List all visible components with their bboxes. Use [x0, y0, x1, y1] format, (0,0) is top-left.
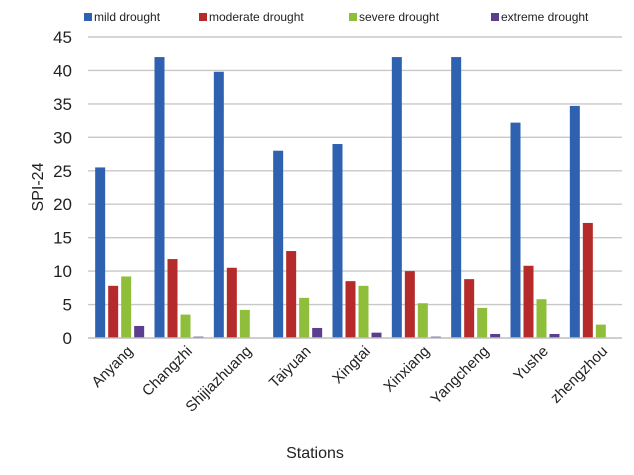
- bar-moderate-drought-shijiazhuang: [226, 267, 237, 338]
- bar-extreme-drought-yushe: [549, 333, 560, 338]
- bar-severe-drought-xinxiang: [417, 303, 428, 338]
- legend-label: extreme drought: [501, 10, 589, 24]
- bar-mild-drought-xingtai: [332, 144, 343, 338]
- bar-severe-drought-yushe: [536, 299, 547, 338]
- bar-mild-drought-changzhi: [154, 57, 165, 339]
- bar-severe-drought-yangcheng: [477, 307, 488, 338]
- x-category-label: Xingtai: [329, 343, 373, 387]
- bar-moderate-drought-yushe: [523, 265, 534, 338]
- legend-label: severe drought: [359, 10, 440, 24]
- bar-mild-drought-anyang: [95, 167, 106, 338]
- legend-label: mild drought: [94, 10, 161, 24]
- x-category-label: Yangcheng: [428, 343, 493, 408]
- y-tick-label: 30: [53, 128, 72, 147]
- bar-severe-drought-taiyuan: [299, 297, 310, 338]
- legend-swatch: [491, 13, 499, 21]
- y-tick-label: 35: [53, 95, 72, 114]
- bar-moderate-drought-changzhi: [167, 259, 178, 338]
- x-category-label: Changzhi: [139, 343, 196, 400]
- x-axis-title: Stations: [286, 445, 344, 462]
- bar-mild-drought-shijiazhuang: [213, 71, 224, 338]
- legend-swatch: [349, 13, 357, 21]
- y-axis-ticks: 0 5 10 15 20 25 30 35 40 45: [53, 28, 72, 348]
- y-tick-label: 20: [53, 195, 72, 214]
- bar-moderate-drought-zhengzhou: [582, 222, 593, 338]
- x-category-label: zhengzhou: [547, 343, 611, 407]
- x-category-label: Yushe: [510, 343, 552, 385]
- y-axis-title: SPI-24: [30, 162, 47, 211]
- legend-swatch: [84, 13, 92, 21]
- bar-mild-drought-yangcheng: [451, 57, 462, 339]
- legend: mild drought moderate drought severe droug…: [84, 10, 589, 24]
- bar-severe-drought-zhengzhou: [595, 324, 606, 338]
- x-category-label: Xinxiang: [380, 343, 433, 396]
- y-tick-label: 15: [53, 229, 72, 248]
- bars: [95, 57, 606, 339]
- bar-extreme-drought-xingtai: [371, 332, 382, 338]
- bar-mild-drought-xinxiang: [391, 57, 402, 339]
- bar-extreme-drought-taiyuan: [312, 327, 323, 338]
- bar-moderate-drought-yangcheng: [464, 279, 475, 338]
- bar-moderate-drought-xingtai: [345, 281, 356, 338]
- bar-mild-drought-zhengzhou: [569, 105, 580, 338]
- legend-swatch: [199, 13, 207, 21]
- bar-moderate-drought-xinxiang: [404, 271, 415, 338]
- y-tick-label: 5: [63, 296, 72, 315]
- bar-mild-drought-yushe: [510, 122, 521, 339]
- bar-extreme-drought-yangcheng: [490, 333, 501, 338]
- bar-extreme-drought-anyang: [134, 325, 145, 338]
- y-tick-label: 10: [53, 262, 72, 281]
- bar-severe-drought-shijiazhuang: [239, 309, 250, 338]
- bar-severe-drought-xingtai: [358, 285, 369, 338]
- y-tick-label: 25: [53, 162, 72, 181]
- x-category-label: Taiyuan: [266, 343, 315, 392]
- bar-mild-drought-taiyuan: [273, 150, 284, 338]
- y-tick-label: 45: [53, 28, 72, 47]
- bar-severe-drought-anyang: [121, 276, 132, 338]
- y-tick-label: 0: [63, 329, 72, 348]
- bar-moderate-drought-taiyuan: [286, 251, 297, 338]
- bar-moderate-drought-anyang: [108, 285, 119, 338]
- x-category-label: Anyang: [89, 343, 137, 391]
- bar-severe-drought-changzhi: [180, 314, 191, 338]
- legend-label: moderate drought: [209, 10, 304, 24]
- y-tick-label: 40: [53, 61, 72, 80]
